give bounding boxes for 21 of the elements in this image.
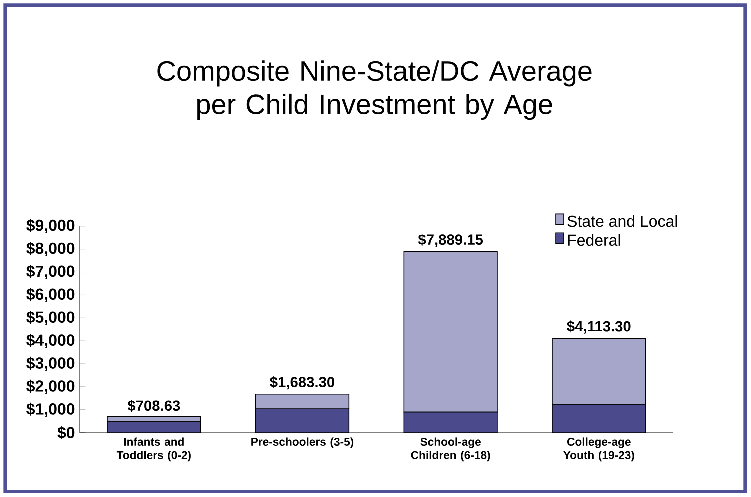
y-tick-label: $9,000 — [26, 219, 75, 234]
total-label: $708.63 — [128, 400, 180, 412]
legend-label: State and Local — [568, 215, 678, 228]
total-label: $4,113.30 — [567, 320, 631, 334]
total-label: $7,889.15 — [418, 234, 484, 248]
y-tick-label: $7,000 — [26, 265, 75, 280]
y-tick-label: $4,000 — [26, 334, 75, 348]
x-tick-label: College-age Youth (19-23) — [564, 438, 634, 462]
y-tick-label: $0 — [58, 426, 75, 440]
total-label: $1,683.30 — [270, 376, 335, 390]
x-tick-label: School-age Children (6-18) — [411, 438, 490, 462]
chart-title: Composite Nine-State/DC Average per Child Investment by Age — [158, 60, 592, 120]
x-tick-label: Pre-schoolers (3-5) — [252, 438, 354, 448]
y-tick-label: $8,000 — [26, 242, 75, 256]
y-tick-label: $2,000 — [26, 380, 75, 394]
x-tick-label: Infants and Toddlers (0-2) — [116, 438, 191, 462]
y-tick-label: $6,000 — [26, 288, 75, 302]
legend-label: Federal — [568, 234, 620, 246]
y-tick-label: $1,000 — [26, 402, 75, 418]
y-tick-label: $3,000 — [26, 356, 75, 372]
y-tick-label: $5,000 — [26, 311, 75, 326]
